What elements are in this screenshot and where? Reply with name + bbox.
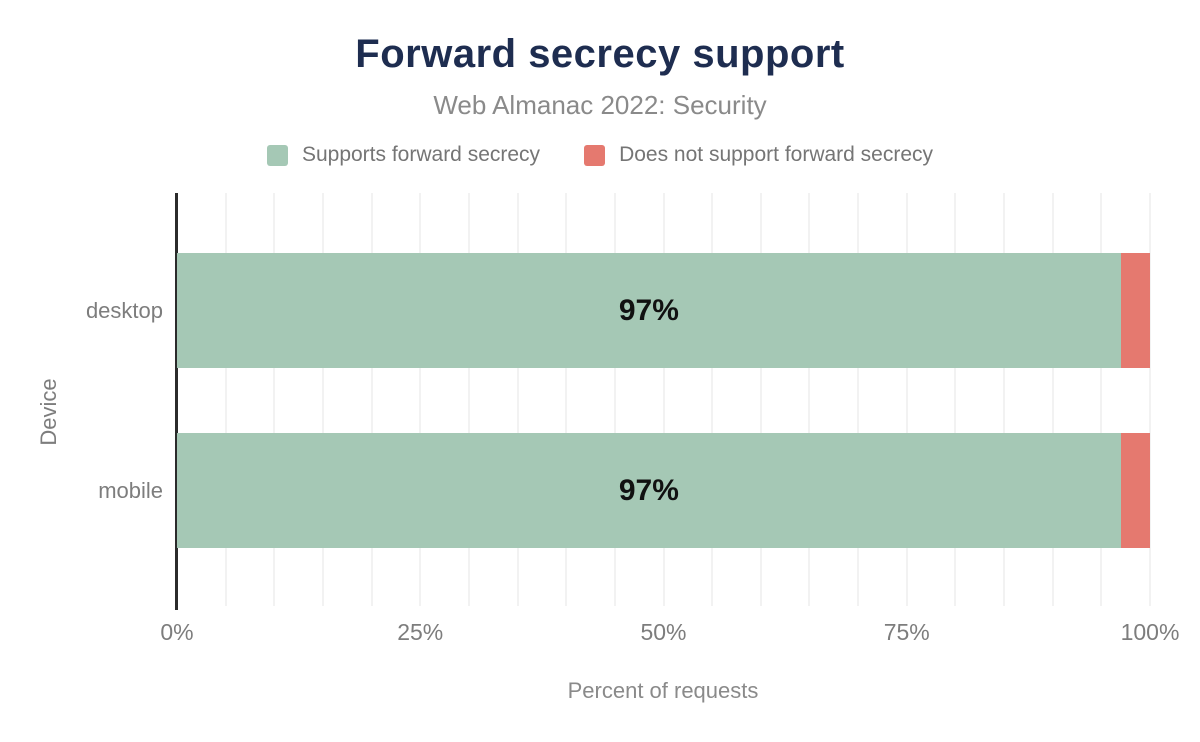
chart-subtitle: Web Almanac 2022: Security: [433, 90, 767, 120]
category-label-desktop: desktop: [85, 297, 163, 323]
gridline: [370, 193, 373, 606]
supports-forward-secrecy-swatch-icon: [266, 144, 288, 166]
gridline: [711, 193, 714, 606]
legend-item-does-not-support: Does not support forward secrecy: [584, 143, 933, 167]
bar-row-desktop: [177, 253, 1150, 368]
x-axis-title: Percent of requests: [567, 678, 759, 703]
gridline: [1003, 193, 1006, 606]
bar-value-label: 97%: [618, 473, 679, 507]
legend: Supports forward secrecy Does not suppor…: [0, 143, 1200, 167]
gridline: [954, 193, 957, 606]
gridline: [613, 193, 616, 606]
x-tick-label: 100%: [1120, 619, 1180, 645]
gridline: [1051, 193, 1054, 606]
gridline: [565, 193, 568, 606]
gridline: [1100, 193, 1103, 606]
x-tick-label: 0%: [160, 619, 194, 645]
plot-area: 97% desktop 97% mobile 0% 25% 50% 75% 100%: [86, 193, 1179, 645]
gridline: [1149, 193, 1151, 606]
gridline: [808, 193, 811, 606]
gridline: [857, 193, 860, 606]
gridline: [662, 193, 665, 606]
x-tick-label: 50%: [640, 619, 687, 645]
gridline: [419, 193, 422, 606]
y-axis-title: Device: [36, 378, 61, 446]
does-not-support-forward-secrecy-swatch-icon: [584, 144, 606, 166]
gridline: [905, 193, 908, 606]
legend-item-supports: Supports forward secrecy: [266, 143, 541, 167]
x-tick-label: 25%: [397, 619, 444, 645]
gridline: [321, 193, 324, 606]
legend-label-does-not-support: Does not support forward secrecy: [619, 143, 934, 166]
bar-row-mobile: [177, 433, 1150, 548]
bar-value-label: 97%: [618, 293, 679, 327]
bar-segment: [1120, 253, 1150, 368]
gridline: [273, 193, 276, 606]
gridline: [516, 193, 519, 606]
bar-segment: [1120, 433, 1150, 548]
gridline: [467, 193, 470, 606]
gridline: [224, 193, 227, 606]
legend-label-supports: Supports forward secrecy: [301, 143, 541, 166]
bar-segment: [177, 253, 1121, 368]
bar-segment: [177, 433, 1121, 548]
category-label-mobile: mobile: [98, 477, 163, 503]
x-tick-label: 75%: [883, 619, 930, 645]
y-axis-line: [175, 193, 178, 610]
chart-title: Forward secrecy support: [355, 32, 845, 76]
gridline: [759, 193, 762, 606]
